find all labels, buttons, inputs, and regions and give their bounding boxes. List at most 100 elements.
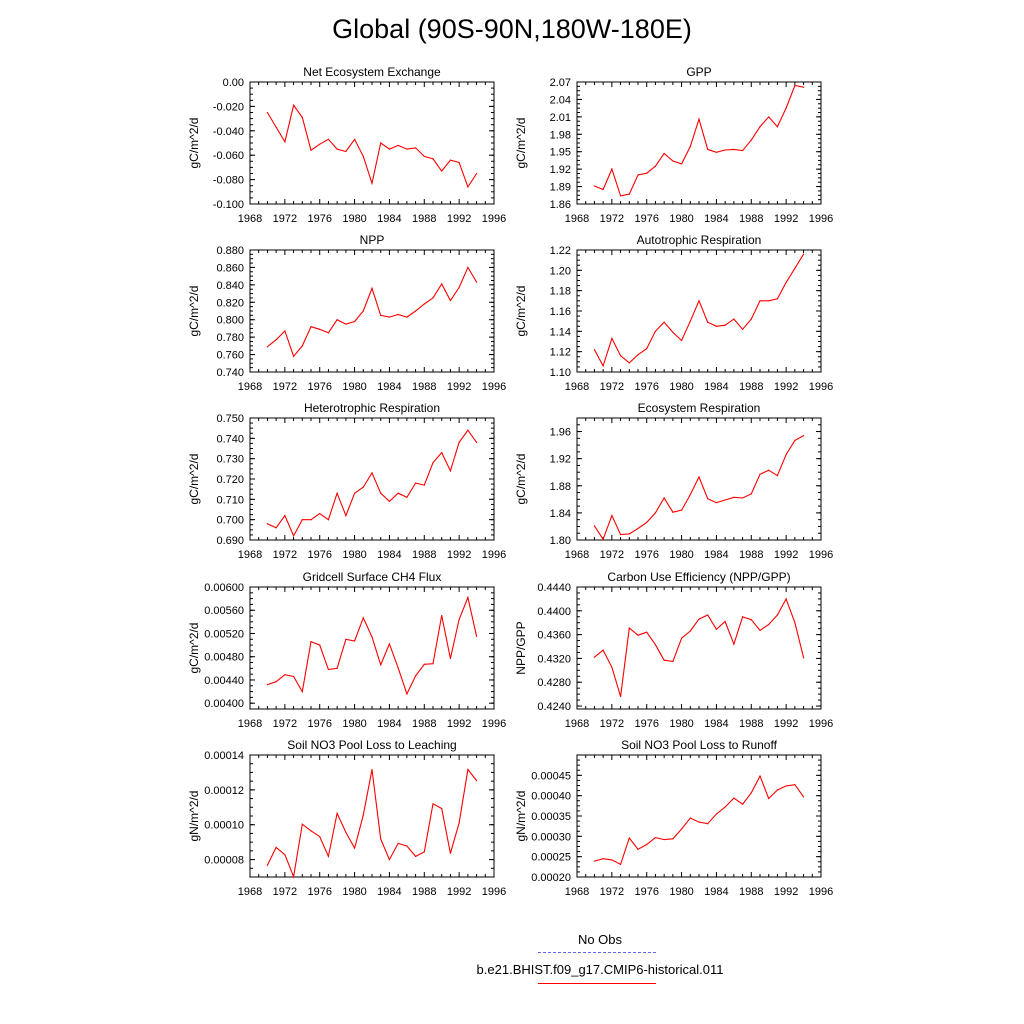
data-point: [698, 821, 700, 823]
data-point: [284, 330, 286, 332]
legend: No Obs b.e21.BHIST.f09_g17.CMIP6-histori…: [420, 930, 780, 1000]
y-tick-label: 0.800: [216, 315, 244, 327]
x-tick-label: 1984: [377, 213, 401, 225]
data-point: [628, 627, 630, 629]
x-tick-label: 1996: [809, 549, 833, 561]
data-point: [637, 527, 639, 530]
y-tick-label: 0.00030: [531, 831, 571, 843]
data-point: [707, 614, 709, 616]
y-tick-label: 1.98: [550, 129, 571, 141]
legend-entry-no-obs: No Obs: [420, 930, 780, 960]
x-tick-label: 1992: [774, 886, 798, 898]
data-point: [715, 502, 718, 504]
data-point: [602, 858, 604, 860]
data-point: [336, 812, 338, 814]
data-point: [733, 318, 735, 320]
y-tick-label: 1.16: [550, 306, 571, 318]
data-point: [432, 462, 434, 464]
series-line: [593, 435, 804, 541]
chart-6: Ecosystem Respiration 1968 1972 1976 1980 198…: [514, 401, 833, 561]
data-point: [292, 355, 295, 357]
data-point: [423, 851, 425, 853]
data-point: [602, 365, 604, 367]
data-point: [301, 519, 303, 521]
y-tick-label: 0.00035: [531, 811, 571, 823]
data-point: [593, 656, 596, 658]
y-tick-label: 2.01: [550, 112, 571, 124]
data-point: [467, 186, 469, 188]
data-point: [327, 855, 330, 857]
data-point: [388, 643, 391, 645]
data-point: [593, 860, 596, 862]
data-point: [759, 473, 761, 475]
y-tick-label: 2.07: [550, 77, 571, 89]
x-tick-label: 1972: [273, 886, 297, 898]
x-tick-label: 1984: [704, 718, 728, 730]
chart-title: Ecosystem Respiration: [638, 401, 761, 415]
data-point: [441, 451, 443, 454]
data-point: [353, 138, 356, 140]
data-point: [327, 668, 330, 671]
x-tick-label: 1972: [600, 549, 624, 561]
data-point: [467, 266, 469, 269]
data-point: [310, 830, 312, 832]
data-point: [654, 330, 657, 332]
data-point: [380, 314, 382, 316]
data-point: [388, 500, 391, 502]
data-point: [707, 321, 709, 323]
data-point: [275, 681, 277, 683]
data-point: [672, 660, 674, 662]
y-tick-label: 0.00480: [204, 652, 244, 664]
data-point: [715, 325, 718, 327]
data-point: [353, 492, 356, 494]
data-point: [715, 151, 718, 153]
x-tick-label: 1980: [669, 381, 693, 393]
data-point: [724, 620, 726, 623]
y-tick-label: 0.00: [223, 77, 244, 89]
x-tick-label: 1996: [482, 213, 506, 225]
chart-9: Soil NO3 Pool Loss to Leaching 1968 1972 19…: [187, 738, 506, 898]
data-point: [432, 803, 434, 805]
data-point: [423, 155, 425, 158]
data-point: [266, 523, 269, 525]
data-point: [475, 635, 478, 637]
data-point: [345, 150, 347, 153]
series-line: [594, 84, 804, 197]
data-point: [292, 535, 295, 537]
x-tick-label: 1988: [412, 549, 436, 561]
data-point: [362, 814, 364, 816]
x-tick-label: 1968: [565, 549, 589, 561]
data-point: [432, 663, 434, 665]
x-tick-label: 1984: [377, 381, 401, 393]
data-point: [759, 629, 761, 632]
data-point: [406, 496, 408, 498]
x-tick-label: 1996: [482, 549, 506, 561]
y-tick-label: 0.840: [216, 280, 244, 292]
data-point: [275, 527, 277, 529]
data-point: [628, 837, 630, 839]
plot-frame: [249, 249, 495, 373]
data-point: [458, 286, 460, 289]
data-point: [750, 318, 752, 320]
x-tick-label: 1984: [377, 718, 401, 730]
data-point: [397, 667, 399, 669]
legend-swatch-no-obs: [538, 952, 656, 953]
y-tick-label: 1.96: [550, 427, 571, 439]
x-tick-label: 1992: [774, 381, 798, 393]
data-point: [371, 769, 373, 771]
data-point: [672, 511, 674, 513]
data-point: [768, 797, 770, 800]
data-point: [458, 618, 460, 621]
data-point: [406, 316, 408, 318]
data-point: [628, 362, 630, 364]
data-point: [284, 854, 286, 856]
x-tick-label: 1984: [704, 549, 728, 561]
data-point: [802, 796, 805, 798]
y-tick-label: -0.060: [213, 150, 244, 162]
data-point: [611, 168, 613, 170]
data-point: [345, 515, 347, 517]
data-point: [327, 332, 330, 334]
y-tick-label: 1.92: [550, 454, 571, 466]
data-point: [423, 303, 425, 305]
data-point: [776, 614, 779, 616]
